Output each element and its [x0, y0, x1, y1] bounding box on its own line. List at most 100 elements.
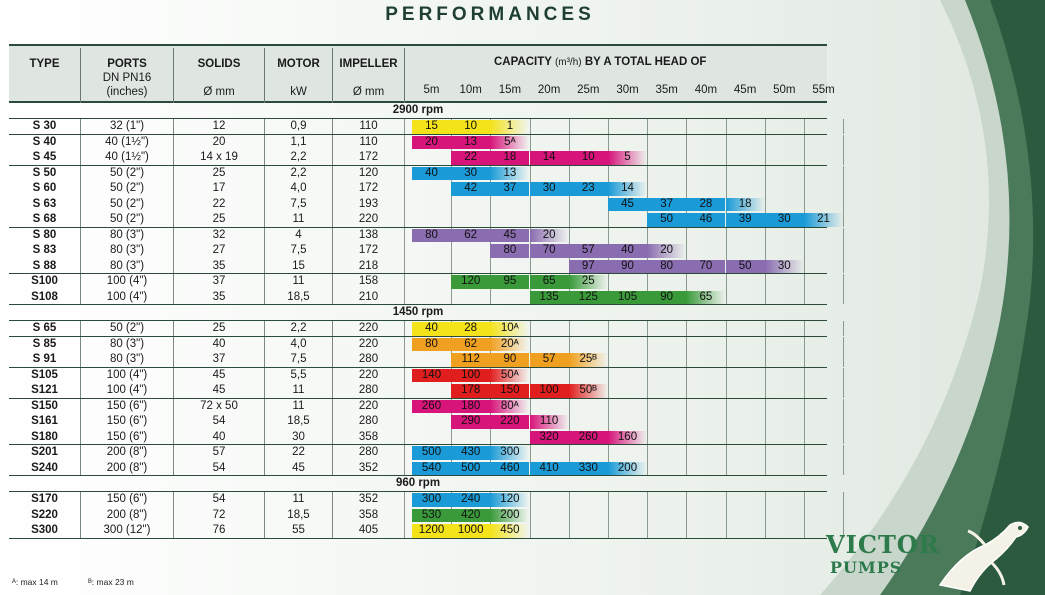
- capacity-value: 65: [686, 290, 726, 304]
- capacity-value: 70: [529, 244, 569, 258]
- capacity-value: 13: [490, 166, 530, 180]
- capacity-value: 13: [451, 135, 491, 149]
- head-55m: 55m: [812, 84, 835, 96]
- cell-solids: 14 x 19: [173, 150, 264, 165]
- head-15m: 15m: [498, 84, 522, 96]
- capacity-value: 42: [451, 182, 491, 196]
- capacity-value: 37: [490, 182, 530, 196]
- head-50m: 50m: [773, 84, 796, 96]
- performance-table: TYPE PORTS DN PN16 (inches) SOLIDS Ø mm …: [9, 44, 845, 539]
- capacity-value: 22: [451, 151, 491, 165]
- cell-type: S240: [31, 461, 58, 474]
- capacity-value: 65: [529, 275, 569, 289]
- capacity-value: 410: [529, 461, 569, 475]
- capacity-value: 30: [529, 182, 569, 196]
- cell-solids: 32: [173, 227, 264, 243]
- capacity-value: 260: [412, 399, 451, 413]
- table-row: S 80 80 (3") 32 4 138 80 62 45 20: [9, 227, 845, 243]
- rpm-heading: 960 rpm: [9, 476, 827, 492]
- table-body: 2900 rpm S 30 32 (1") 12 0,9 110 15 10 1 S 40 40 (…: [9, 103, 845, 539]
- capacity-value: 20: [647, 244, 687, 258]
- capacity-value: 25ᴮ: [568, 353, 608, 367]
- capacity-value: 37: [647, 197, 687, 211]
- cell-ports: 50 (2"): [80, 321, 173, 336]
- capacity-value: 57: [529, 353, 569, 367]
- cell-ports: 100 (4"): [80, 274, 173, 290]
- capacity-value: 320: [529, 430, 569, 444]
- cell-solids: 54: [173, 460, 264, 475]
- capacity-value: 105: [608, 290, 647, 304]
- capacity-value: 25: [568, 275, 608, 289]
- cell-ports: 200 (8"): [80, 445, 173, 461]
- cell-motor: 0,9: [264, 119, 332, 134]
- capacity-value: 178: [451, 384, 491, 398]
- cell-ports: 80 (3"): [80, 243, 173, 259]
- capacity-value: 30: [451, 166, 491, 180]
- cell-solids: 25: [173, 321, 264, 336]
- table-row: S 30 32 (1") 12 0,9 110 15 10 1: [9, 119, 845, 135]
- cell-solids: 76: [173, 523, 264, 538]
- capacity-value: 10: [451, 120, 491, 134]
- cell-solids: 17: [173, 181, 264, 197]
- capacity-value: 50: [647, 213, 687, 227]
- cell-motor: 7,5: [264, 196, 332, 212]
- cell-ports: 200 (8"): [80, 507, 173, 523]
- cell-impeller: 120: [332, 165, 404, 181]
- capacity-value: 290: [451, 415, 491, 429]
- header-capacity: [404, 48, 827, 103]
- cell-ports: 100 (4"): [80, 367, 173, 383]
- cell-type: S 40: [32, 135, 57, 148]
- cell-impeller: 405: [332, 523, 404, 538]
- head-20m: 20m: [537, 84, 561, 96]
- cell-type: S170: [31, 493, 58, 505]
- table-row: S 65 50 (2") 25 2,2 220 40 28 10ᴬ: [9, 321, 845, 337]
- header-solids: SOLIDS Ø mm: [173, 48, 264, 103]
- cell-ports: 50 (2"): [80, 181, 173, 197]
- cell-solids: 54: [173, 492, 264, 508]
- cell-motor: 4,0: [264, 336, 332, 352]
- table-row: S 85 80 (3") 40 4,0 220 80 62 20ᴬ: [9, 336, 845, 352]
- cell-ports: 40 (1½"): [80, 150, 173, 165]
- cell-motor: 18,5: [264, 507, 332, 523]
- cell-motor: 4,0: [264, 181, 332, 197]
- capacity-value: 80: [647, 259, 687, 273]
- capacity-value: 420: [451, 508, 491, 522]
- cell-impeller: 110: [332, 134, 404, 150]
- cell-ports: 40 (1½"): [80, 134, 173, 150]
- cell-motor: 45: [264, 460, 332, 475]
- cell-motor: 55: [264, 523, 332, 538]
- cell-ports: 50 (2"): [80, 165, 173, 181]
- cell-impeller: 352: [332, 492, 404, 508]
- capacity-value: 260: [568, 430, 608, 444]
- table-row: S108 100 (4") 35 18,5 210 135 125 105 90 65: [9, 289, 845, 305]
- cell-motor: 11: [264, 212, 332, 227]
- capacity-value: 330: [568, 461, 608, 475]
- capacity-value: 540: [412, 461, 451, 475]
- head-5m: 5m: [423, 84, 440, 96]
- cell-ports: 200 (8"): [80, 460, 173, 475]
- head-40m: 40m: [694, 84, 718, 96]
- cell-type: S161: [31, 415, 58, 427]
- capacity-value: 45: [608, 197, 647, 211]
- table-row: S 68 50 (2") 25 11 220 50 46 39 30 21: [9, 212, 845, 228]
- capacity-value: 120: [490, 493, 530, 507]
- capacity-value: 200: [490, 508, 530, 522]
- footnote-a: ᴬ: max 14 m: [12, 577, 58, 587]
- capacity-value: 14: [529, 151, 569, 165]
- cell-ports: 150 (6"): [80, 429, 173, 444]
- capacity-value: 97: [568, 259, 608, 273]
- header-motor: MOTOR kW: [264, 48, 332, 103]
- capacity-value: 21: [804, 213, 843, 227]
- table-row: S220 200 (8") 72 18,5 358 530 420 200: [9, 507, 845, 523]
- cell-solids: 22: [173, 196, 264, 212]
- table-row: S 91 80 (3") 37 7,5 280 112 90 57 25ᴮ: [9, 352, 845, 368]
- header-impeller: IMPELLER Ø mm: [332, 48, 404, 103]
- capacity-value: 28: [686, 197, 726, 211]
- capacity-value: 50: [725, 259, 765, 273]
- rpm-heading: 1450 rpm: [9, 305, 827, 321]
- cell-solids: 45: [173, 367, 264, 383]
- capacity-value: 90: [647, 290, 687, 304]
- table-row: S 63 50 (2") 22 7,5 193 45 37 28 18: [9, 196, 845, 212]
- capacity-value: 80ᴬ: [490, 399, 530, 413]
- capacity-value: 10: [568, 151, 608, 165]
